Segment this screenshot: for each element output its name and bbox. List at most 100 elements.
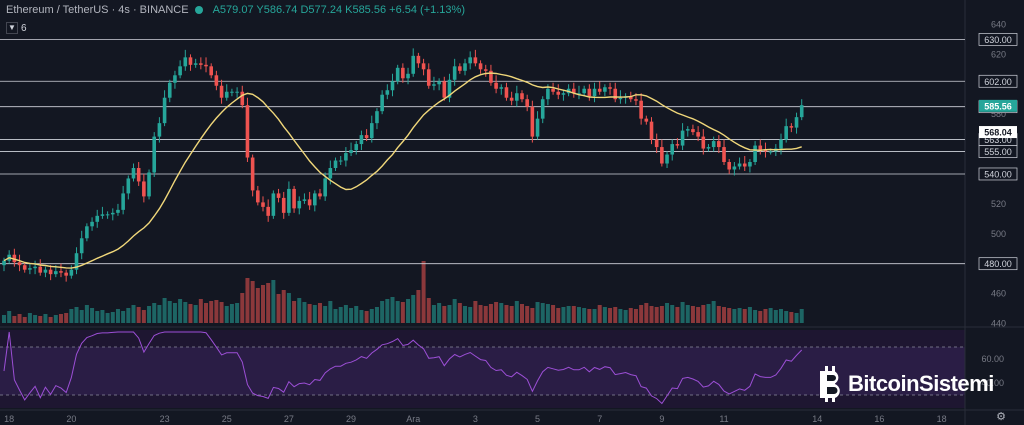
candle-body [214,75,219,86]
candle-body [540,99,545,119]
symbol-header[interactable]: Ethereum / TetherUS · 4s · BINANCE A579.0… [6,4,465,16]
volume-bar [566,306,571,323]
candle-body [520,93,524,100]
y-tick-label: 500 [991,229,1006,239]
volume-bar [121,311,126,323]
volume-bar [38,316,43,323]
candle-body [12,254,17,263]
volume-bar [33,315,38,323]
volume-bar [753,310,758,323]
volume-bar [333,309,338,323]
candle-body [38,266,43,273]
candle-body [494,82,498,89]
indicator-toggle[interactable]: ▼ 6 [6,22,27,34]
volume-bar [374,307,379,323]
candle-body [147,172,151,197]
candle-body [406,73,410,79]
volume-bar [716,306,721,323]
volume-bar [499,303,504,323]
volume-bar [317,303,322,323]
x-tick-label: 11 [719,414,728,424]
candle-body [17,262,22,266]
candle-body [706,147,711,149]
candle-body [271,193,276,216]
volume-bar [530,308,535,323]
candle-body [639,100,643,119]
level-label: 563.00 [984,135,1012,145]
candle-body [685,129,690,131]
volume-bar [105,313,110,323]
candle-body [204,64,208,67]
volume-bar [126,308,131,323]
candle-body [411,55,416,74]
volume-bar [22,317,27,323]
volume-bar [115,309,120,323]
candle-body [250,157,255,191]
volume-bar [794,313,799,323]
volume-bar [307,304,312,323]
candle-body [608,87,612,89]
candle-body [364,135,369,139]
watermark-text: BitcoinSistemi [848,371,994,396]
volume-bar [520,304,524,323]
chevron-down-icon[interactable]: ▼ [6,22,18,34]
candle-body [390,81,395,91]
volume-bar [167,301,172,323]
candle-body [416,55,421,64]
candle-body [525,99,529,107]
market-status-icon [194,6,203,15]
candle-body [121,193,125,210]
volume-bar [229,304,234,323]
volume-bar [17,314,22,323]
volume-bar [12,316,17,323]
candle-body [447,79,452,98]
volume-bar [773,310,778,323]
candle-body [136,167,141,182]
candle-body [162,97,167,124]
moving-average-line [3,72,802,269]
volume-bar [690,306,695,323]
candle-body [670,144,675,155]
volume-bar [48,317,53,323]
x-tick-label: 16 [874,414,884,424]
candle-body [665,154,669,164]
bitcoin-b-logo-icon [820,366,840,402]
candle-body [587,88,592,97]
volume-bar [442,306,447,323]
volume-bar [411,295,416,323]
volume-bar [799,309,804,323]
candle-body [509,97,514,101]
volume-bar [338,307,343,323]
symbol-title[interactable]: Ethereum / TetherUS · 4s · BINANCE [6,4,189,16]
volume-bar [400,302,405,323]
candle-body [426,69,431,86]
settings-icon[interactable]: ⚙ [996,411,1006,423]
candle-body [582,88,586,94]
candle-body [116,209,120,213]
candle-body [307,199,312,206]
volume-bar [219,302,224,323]
volume-bar [582,308,587,323]
x-tick-label: 18 [937,414,947,424]
candle-body [779,139,783,149]
volume-bar [665,303,670,323]
candle-body [173,75,177,83]
volume-bar [602,307,607,323]
level-label: 630.00 [984,35,1012,45]
candle-body [48,269,53,275]
candle-body [748,162,752,167]
volume-bar [468,307,473,323]
volume-bar [302,302,307,323]
candle-body [209,66,213,76]
candle-body [504,87,509,98]
candle-body [572,88,576,94]
volume-bar [649,306,654,323]
candle-body [344,153,348,161]
volume-bar [571,306,576,323]
volume-bar [2,315,6,323]
watermark: BitcoinSistemi [818,366,994,402]
volume-bar [504,305,509,323]
volume-bar [514,301,519,323]
